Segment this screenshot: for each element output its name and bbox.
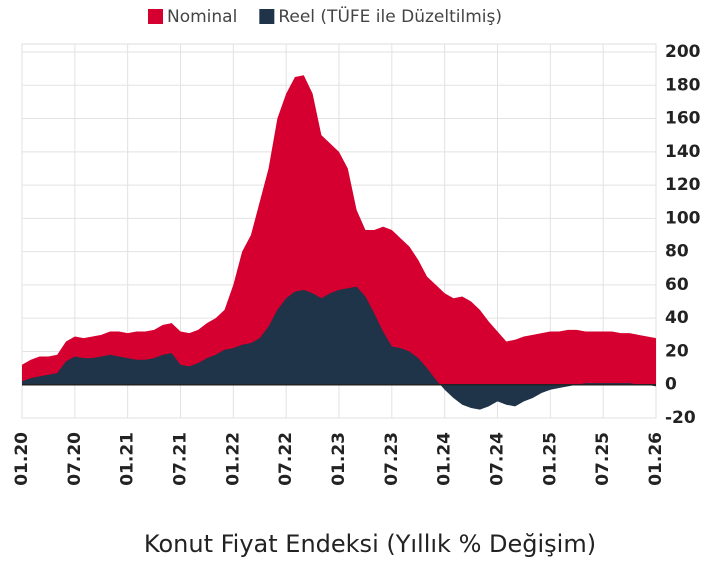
x-tick-label: 07.23 [382,432,402,486]
legend-swatch [259,9,275,24]
x-tick-label: 07.21 [171,432,191,486]
x-tick-label: 01.26 [646,432,666,486]
area [22,75,656,385]
y-tick-label: 180 [665,75,701,95]
x-tick-label: 01.21 [118,432,138,486]
y-tick-label: 0 [665,375,677,395]
x-tick-label: 01.22 [223,432,243,486]
x-tick-label: 01.23 [329,432,349,486]
x-tick-label: 07.25 [593,432,613,486]
y-tick-label: 140 [665,142,701,162]
y-tick-label: 40 [665,308,689,328]
area [22,286,656,410]
x-tick-label: 07.22 [276,432,296,486]
y-tick-label: 100 [665,208,701,228]
y-tick-label: -20 [665,408,696,428]
y-tick-label: 80 [665,242,689,262]
legend-swatch [148,9,163,24]
chart-title: Konut Fiyat Endeksi (Yıllık % Değişim) [144,530,596,558]
y-tick-label: 160 [665,109,701,129]
y-tick-label: 120 [665,175,701,195]
legend-label: Nominal [167,7,237,27]
x-tick-label: 07.20 [65,432,85,486]
x-tick-label: 07.24 [488,432,508,486]
x-tick-label: 01.20 [12,432,32,486]
x-tick-label: 01.25 [540,432,560,486]
x-tick-label: 01.24 [435,432,455,486]
y-tick-label: 60 [665,275,689,295]
y-tick-label: 200 [665,42,701,62]
y-tick-label: 20 [665,341,689,361]
legend-label: Reel (TÜFE ile Düzeltilmiş) [278,5,502,27]
